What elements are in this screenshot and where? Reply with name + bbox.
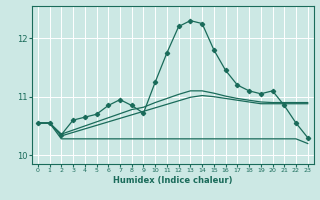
- X-axis label: Humidex (Indice chaleur): Humidex (Indice chaleur): [113, 176, 233, 185]
